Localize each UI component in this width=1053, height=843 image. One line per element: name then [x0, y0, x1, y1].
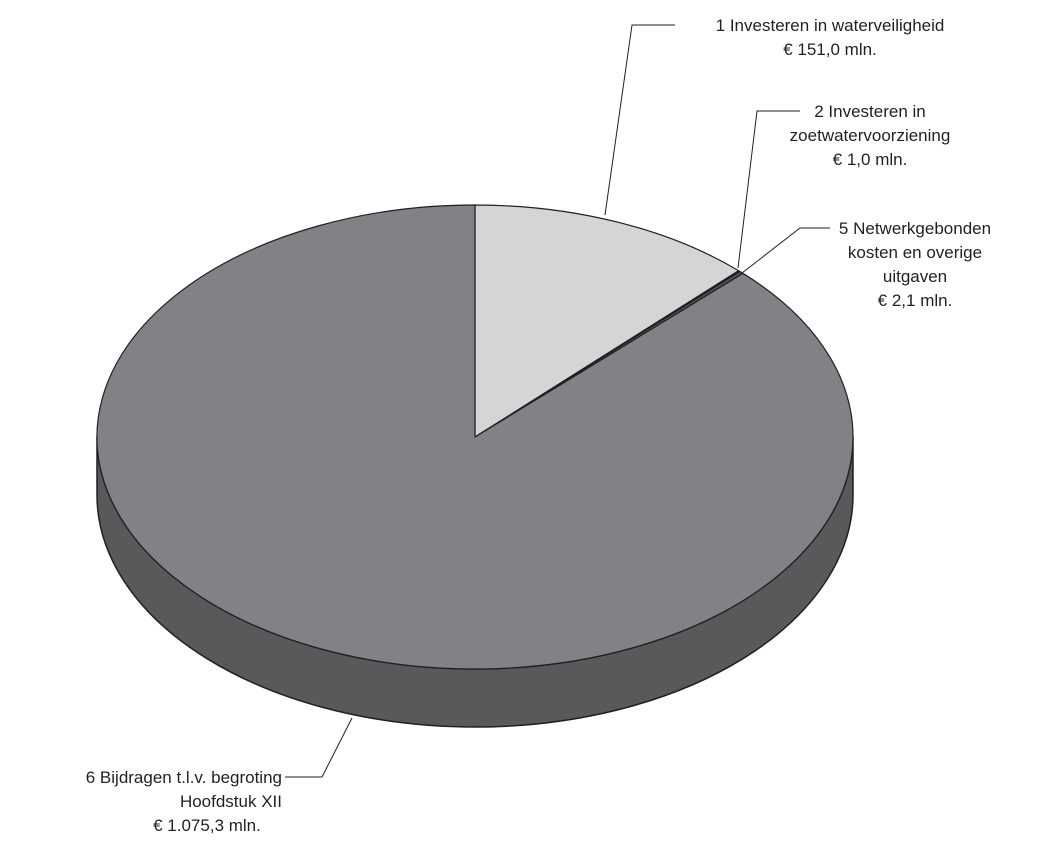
slice-label: Hoofdstuk XII [180, 792, 282, 811]
labels: 1 Investeren in waterveiligheid € 151,0 m… [86, 16, 991, 835]
pie-slice [474, 204, 740, 438]
leader-line [285, 717, 353, 778]
slice-label: uitgaven [883, 267, 947, 286]
leader-line [737, 110, 800, 269]
value-label: € 2,1 mln. [878, 291, 953, 310]
leader-line [741, 227, 830, 274]
value-label: € 1.075,3 mln. [153, 816, 261, 835]
pie [96, 204, 854, 728]
leader-line [604, 24, 675, 216]
value-label: € 151,0 mln. [783, 40, 877, 59]
slice-label: 5 Netwerkgebonden [839, 219, 991, 238]
slice-label: 1 Investeren in waterveiligheid [716, 16, 945, 35]
pie-slice [96, 204, 854, 670]
slice-label: 6 Bijdragen t.l.v. begroting [86, 768, 282, 787]
slice-label: zoetwatervoorziening [790, 126, 951, 145]
value-label: € 1,0 mln. [833, 150, 908, 169]
slice-label: 2 Investeren in [814, 102, 926, 121]
slice-label: kosten en overige [848, 243, 982, 262]
